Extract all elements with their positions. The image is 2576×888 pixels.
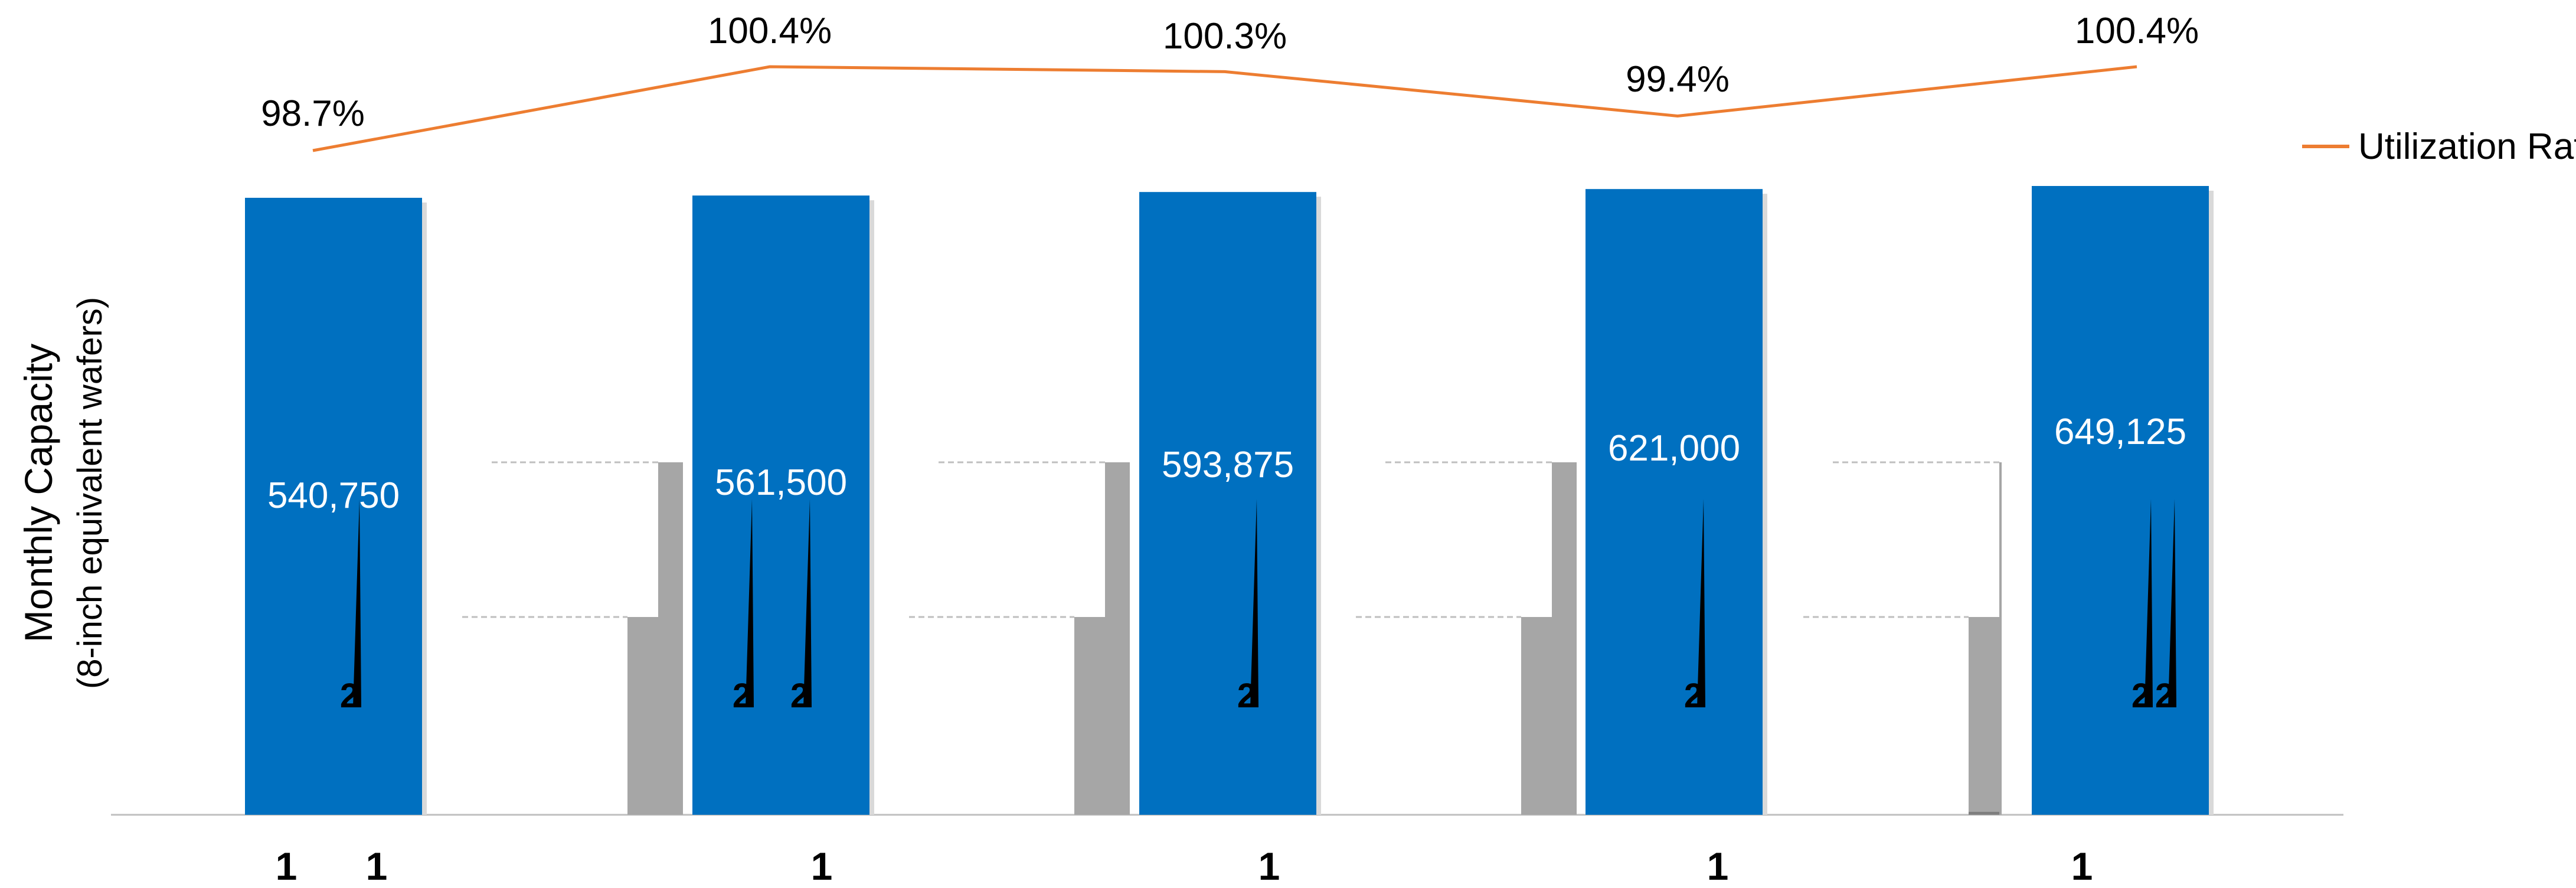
capacity-bar bbox=[2032, 186, 2209, 815]
capacity-bar bbox=[1139, 192, 1316, 815]
bar-value-label: 540,750 bbox=[267, 475, 400, 516]
category-tick-label: 1 bbox=[811, 844, 833, 885]
legend-label-utilization: Utilization Rate（1） bbox=[2358, 126, 2576, 167]
utilization-value-label: 98.7% bbox=[261, 93, 365, 134]
bar-value-label: 593,875 bbox=[1162, 445, 1294, 485]
category-tick-label: 1 bbox=[276, 844, 298, 885]
capacity-bar bbox=[245, 198, 422, 815]
footnote-marker-label: 2 bbox=[733, 677, 751, 715]
capacity-bar bbox=[1586, 189, 1763, 815]
step-bar-upper bbox=[1552, 462, 1577, 815]
category-tick-label: 1 bbox=[1258, 844, 1280, 885]
utilization-value-label: 100.4% bbox=[2075, 11, 2199, 51]
step-bar-upper bbox=[1999, 462, 2002, 815]
utilization-value-label: 100.3% bbox=[1163, 16, 1287, 57]
footnote-marker-stem bbox=[353, 499, 361, 707]
step-bar-upper bbox=[1105, 462, 1130, 815]
category-tick-label: 1 bbox=[1707, 844, 1729, 885]
step-bar-thin bbox=[1969, 617, 1971, 815]
y-axis-label: Monthly Capacity bbox=[17, 344, 60, 642]
footnote-marker-label: 2 bbox=[1237, 677, 1256, 715]
step-bar-floor bbox=[1969, 812, 1999, 815]
step-bar bbox=[1969, 617, 1999, 815]
footnote-marker-stem bbox=[746, 499, 754, 707]
utilization-value-label: 100.4% bbox=[708, 11, 832, 51]
footnote-marker-label: 2 bbox=[790, 677, 809, 715]
step-bar-upper bbox=[658, 462, 683, 815]
category-tick-label: 1 bbox=[2071, 844, 2093, 885]
utilization-value-label: 99.4% bbox=[1626, 59, 1730, 100]
footnote-marker-stem bbox=[1697, 499, 1705, 707]
category-tick-label: 1 bbox=[366, 844, 388, 885]
footnote-marker-label: 2 bbox=[340, 677, 359, 715]
utilization-line bbox=[312, 65, 2137, 152]
y-axis-sublabel: (8-inch equivalent wafers) bbox=[71, 297, 109, 689]
capacity-bar bbox=[692, 195, 869, 815]
step-bar bbox=[627, 617, 658, 815]
bar-value-label: 561,500 bbox=[715, 462, 847, 503]
footnote-marker-stem bbox=[2168, 499, 2176, 707]
bar-value-label: 621,000 bbox=[1608, 428, 1740, 469]
footnote-marker-stem bbox=[1250, 499, 1258, 707]
footnote-marker-stem bbox=[803, 499, 812, 707]
step-bar bbox=[1521, 617, 1552, 815]
bar-value-label: 649,125 bbox=[2054, 412, 2186, 452]
footnote-marker-label: 2 bbox=[2132, 677, 2150, 715]
step-bar bbox=[1074, 617, 1105, 815]
footnote-marker-label: 2 bbox=[1684, 677, 1703, 715]
footnote-marker-label: 2 bbox=[2155, 677, 2174, 715]
footnote-marker-stem bbox=[2145, 499, 2153, 707]
